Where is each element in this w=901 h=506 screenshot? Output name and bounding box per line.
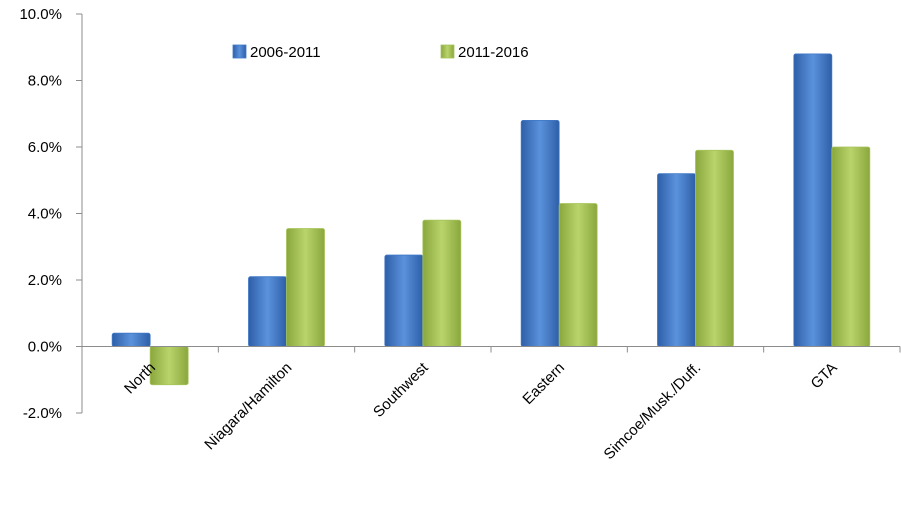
legend-label: 2011-2016 bbox=[458, 44, 529, 61]
bar-2011-2016 bbox=[149, 346, 189, 386]
y-axis: -2.0% 0.0% 2.0% 4.0% 6.0% 8.0% 10.0% bbox=[19, 6, 83, 422]
bar-2011-2016 bbox=[422, 219, 462, 347]
y-tick-label: 10.0% bbox=[19, 6, 62, 23]
bar-2006-2011 bbox=[384, 254, 424, 347]
y-tick-label: -2.0% bbox=[23, 405, 62, 422]
bar-2006-2011 bbox=[520, 120, 560, 347]
x-category-label: GTA bbox=[808, 359, 841, 392]
bar-2006-2011 bbox=[793, 53, 833, 347]
bar-2006-2011 bbox=[657, 173, 696, 347]
legend-swatch bbox=[440, 44, 455, 59]
x-category-label: Simcoe/Musk./Duff. bbox=[601, 359, 705, 463]
y-tick-label: 6.0% bbox=[28, 139, 62, 156]
legend-swatch bbox=[232, 44, 247, 59]
y-tick-label: 0.0% bbox=[28, 339, 62, 356]
legend-label: 2006-2011 bbox=[250, 44, 321, 61]
y-tick-label: 4.0% bbox=[28, 206, 62, 223]
x-category-label: Eastern bbox=[519, 359, 568, 408]
bar-2006-2011 bbox=[111, 332, 151, 347]
bar-2006-2011 bbox=[248, 276, 287, 347]
y-tick-label: 2.0% bbox=[28, 272, 62, 289]
bars bbox=[111, 53, 871, 386]
bar-2011-2016 bbox=[286, 228, 325, 347]
bar-2011-2016 bbox=[831, 146, 871, 347]
x-axis: North Niagara/Hamilton Southwest Eastern Sim… bbox=[81, 346, 901, 463]
legend: 2006-2011 2011-2016 bbox=[232, 44, 529, 61]
bar-2011-2016 bbox=[558, 203, 598, 347]
x-category-label: Southwest bbox=[370, 359, 432, 421]
x-category-label: Niagara/Hamilton bbox=[201, 359, 295, 453]
y-tick-label: 8.0% bbox=[28, 73, 62, 90]
bar-2011-2016 bbox=[695, 149, 734, 347]
